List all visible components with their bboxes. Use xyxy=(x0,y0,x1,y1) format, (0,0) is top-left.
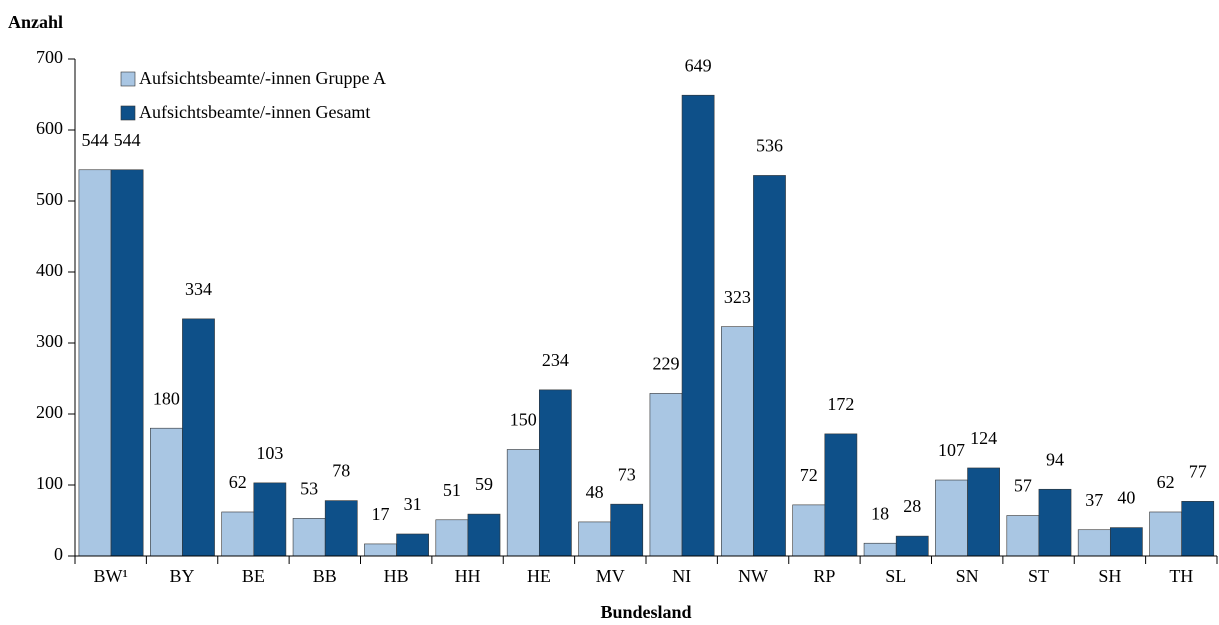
x-tick-label: BE xyxy=(242,566,265,586)
value-label: 17 xyxy=(371,504,389,524)
bar xyxy=(396,533,429,557)
bar xyxy=(1149,511,1182,557)
value-label: 31 xyxy=(404,494,422,514)
bar xyxy=(78,169,112,557)
x-tick-label: BB xyxy=(313,566,337,586)
bar xyxy=(538,389,572,557)
bar xyxy=(1181,501,1215,557)
value-label: 73 xyxy=(618,464,636,484)
x-tick-label: TH xyxy=(1169,566,1193,586)
bar xyxy=(221,511,255,557)
x-tick-label: SN xyxy=(956,566,979,586)
bar xyxy=(824,433,858,557)
value-label: 649 xyxy=(685,55,712,75)
y-tick-label: 700 xyxy=(36,47,63,67)
value-label: 229 xyxy=(652,354,679,374)
bar xyxy=(792,504,826,557)
bar xyxy=(467,513,501,557)
x-tick-label: ST xyxy=(1028,566,1049,586)
y-tick-label: 0 xyxy=(54,544,63,564)
bar xyxy=(292,518,326,557)
value-label: 107 xyxy=(938,440,965,460)
y-tick-label: 200 xyxy=(36,402,63,422)
value-label: 124 xyxy=(970,428,997,448)
bar xyxy=(110,169,144,557)
value-label: 18 xyxy=(871,503,889,523)
bar xyxy=(253,482,287,557)
bar xyxy=(506,449,540,557)
bar xyxy=(681,94,715,557)
x-tick-label: NW xyxy=(738,566,768,586)
bar xyxy=(1006,515,1040,557)
legend-swatch xyxy=(120,105,136,121)
value-label: 59 xyxy=(475,474,493,494)
x-tick-label: HH xyxy=(455,566,481,586)
y-tick-label: 300 xyxy=(36,331,63,351)
bar xyxy=(578,521,611,557)
bar xyxy=(150,427,183,557)
value-label: 536 xyxy=(756,136,783,156)
bar xyxy=(863,542,897,557)
value-label: 62 xyxy=(1157,472,1175,492)
bar xyxy=(753,175,786,557)
y-tick-label: 600 xyxy=(36,118,63,138)
y-tick-label: 500 xyxy=(36,189,63,209)
value-label: 51 xyxy=(443,480,461,500)
value-label: 544 xyxy=(81,130,108,150)
value-label: 103 xyxy=(256,443,283,463)
value-label: 234 xyxy=(542,350,569,370)
x-axis-title: Bundesland xyxy=(600,602,691,622)
x-tick-label: BY xyxy=(170,566,195,586)
bar xyxy=(182,318,215,557)
x-tick-label: NI xyxy=(672,566,691,586)
x-tick-label: BW¹ xyxy=(93,566,127,586)
bar xyxy=(935,479,968,557)
bar xyxy=(610,503,644,557)
x-tick-label: MV xyxy=(596,566,625,586)
value-label: 544 xyxy=(114,130,141,150)
bar xyxy=(324,500,358,557)
bar xyxy=(435,519,469,557)
y-axis-title: Anzahl xyxy=(8,12,63,32)
bar xyxy=(649,393,683,557)
value-label: 334 xyxy=(185,279,212,299)
value-label: 28 xyxy=(903,496,921,516)
bar xyxy=(364,543,397,557)
x-tick-label: RP xyxy=(813,566,835,586)
value-label: 72 xyxy=(800,465,818,485)
value-label: 78 xyxy=(332,461,350,481)
legend-swatch xyxy=(120,71,136,87)
value-label: 323 xyxy=(724,287,751,307)
value-label: 62 xyxy=(229,472,247,492)
y-tick-label: 100 xyxy=(36,473,63,493)
value-label: 150 xyxy=(510,410,537,430)
value-label: 94 xyxy=(1046,449,1064,469)
value-label: 172 xyxy=(827,394,854,414)
value-label: 180 xyxy=(153,388,180,408)
x-tick-label: HE xyxy=(527,566,551,586)
bar xyxy=(967,467,1000,557)
bar xyxy=(1038,488,1072,557)
legend-label: Aufsichtsbeamte/-innen Gesamt xyxy=(139,102,370,122)
bar xyxy=(1109,527,1143,557)
x-tick-label: SL xyxy=(885,566,906,586)
value-label: 40 xyxy=(1117,488,1135,508)
x-tick-label: SH xyxy=(1098,566,1121,586)
x-tick-label: HB xyxy=(384,566,409,586)
bar xyxy=(721,326,754,557)
legend-label: Aufsichtsbeamte/-innen Gruppe A xyxy=(139,68,386,88)
value-label: 53 xyxy=(300,478,318,498)
value-label: 57 xyxy=(1014,476,1032,496)
value-label: 77 xyxy=(1189,461,1207,481)
y-tick-label: 400 xyxy=(36,260,63,280)
value-label: 48 xyxy=(586,482,604,502)
bar xyxy=(895,535,929,557)
value-label: 37 xyxy=(1085,490,1103,510)
bar xyxy=(1077,529,1111,557)
